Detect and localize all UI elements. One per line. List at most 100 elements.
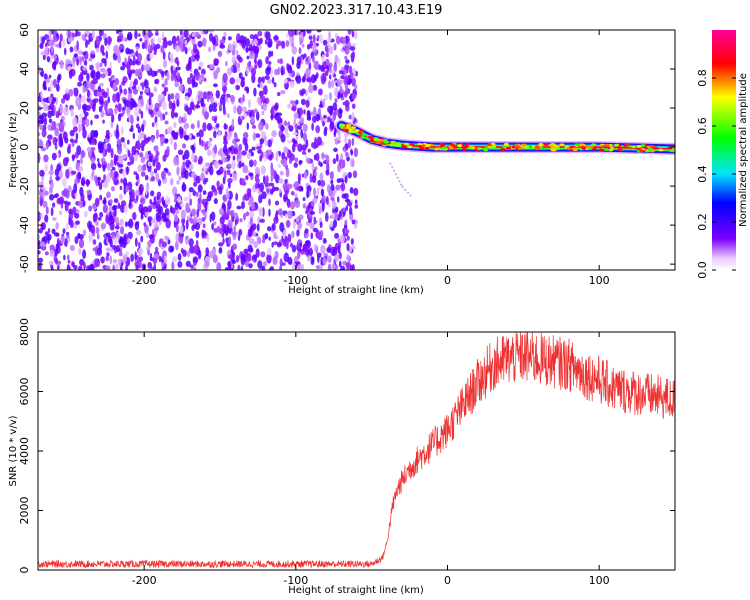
spectrogram-noise-mark (217, 50, 223, 58)
spectrogram-noise-mark (62, 131, 68, 141)
spectrogram-noise-mark (298, 47, 302, 55)
spectrogram-noise-mark (238, 228, 243, 236)
spectrogram-noise-mark (289, 80, 295, 88)
spectrogram-noise-mark (300, 30, 306, 33)
spectrogram-signal-blob (603, 148, 609, 151)
spectrogram-noise-mark (86, 178, 90, 187)
spectrogram-noise-mark (270, 167, 275, 177)
spectrogram-signal-blob (483, 147, 489, 151)
spectrogram-noise-mark (324, 212, 329, 222)
spectrogram-noise-mark (341, 36, 347, 46)
spectrogram-noise-mark (128, 198, 132, 209)
snr-ytick-label: 4000 (18, 437, 31, 465)
spectrogram-noise-mark (287, 233, 292, 243)
spectrogram-noise-mark (95, 226, 100, 235)
spectrogram-noise-mark (249, 216, 254, 226)
spectrogram-noise-mark (319, 100, 323, 108)
spectrogram-noise-mark (127, 31, 133, 41)
spectrogram-noise-mark (211, 186, 216, 193)
spectrogram-noise-mark (279, 258, 283, 267)
spectrogram-noise-mark (120, 137, 125, 143)
spectrogram-noise-mark (301, 150, 307, 155)
spectrogram-noise-mark (204, 202, 208, 212)
spectrogram-signal-blob (442, 146, 448, 150)
spectrogram-noise-mark (102, 148, 106, 158)
spectrogram-signal-blob (591, 147, 597, 151)
spectrogram-noise-mark (100, 157, 106, 164)
spectrogram-noise-mark (163, 262, 167, 270)
spectrogram-noise-mark (334, 232, 340, 239)
spectrogram-noise-mark (43, 154, 49, 163)
spectrogram-noise-mark (227, 163, 232, 168)
spectrogram-noise-mark (122, 170, 128, 177)
spectrogram-noise-mark (238, 160, 242, 169)
spectrogram-noise-mark (254, 133, 261, 138)
snr-xtick-label: -100 (283, 574, 308, 587)
spectrogram-noise-mark (120, 226, 125, 235)
spectrogram-noise-mark (337, 245, 341, 254)
spectrogram-noise-mark (208, 46, 212, 53)
spectrogram-noise-mark (313, 187, 316, 197)
spectrogram-noise-mark (134, 107, 140, 117)
spectrogram-noise-mark (110, 248, 114, 253)
spectrogram-noise-mark (191, 171, 196, 178)
spectrogram-noise-mark (106, 252, 110, 257)
spectrogram-noise-mark (291, 244, 297, 253)
spectrogram-noise-mark (328, 91, 333, 101)
snr-xlabel: Height of straight line (km) (288, 585, 424, 596)
spectrogram-noise-mark (265, 122, 269, 130)
spectrogram-noise-mark (171, 256, 178, 263)
spectrogram-noise-mark (210, 211, 216, 221)
spectrogram-noise-mark (321, 54, 325, 63)
spectrogram-noise-mark (76, 58, 79, 66)
spectrogram-noise-mark (48, 74, 52, 79)
spectrogram-noise-mark (297, 250, 301, 260)
spectrogram-noise-mark (251, 117, 255, 124)
spectrogram-noise-mark (340, 79, 345, 84)
spectrogram-noise-mark (144, 174, 149, 181)
spectrogram-noise-mark (310, 232, 314, 240)
spectrogram-noise-mark (256, 223, 260, 232)
snr-ytick-label: 6000 (18, 378, 31, 406)
spectrogram-noise-mark (354, 84, 358, 90)
spectrogram-noise-mark (137, 85, 141, 92)
spectrogram-noise-mark (333, 130, 337, 138)
spectrogram-noise-mark (159, 238, 164, 244)
spectrogram-signal-blob (438, 147, 444, 151)
spectrogram-noise-mark (50, 181, 54, 190)
spectrogram-noise-mark (257, 216, 261, 224)
spectrogram-noise-mark (202, 37, 207, 47)
spectrogram-noise-mark (68, 69, 73, 80)
spectrogram-noise-mark (206, 195, 212, 202)
spectrogram-noise-mark (162, 39, 168, 49)
spectrogram-noise-mark (137, 126, 142, 134)
spectrogram-noise-mark (324, 70, 329, 77)
spectrogram-signal-blob (417, 144, 423, 148)
spectrogram-noise-mark (120, 200, 127, 207)
spectrogram-noise-mark (131, 145, 137, 156)
spectrogram-noise-mark (222, 140, 229, 145)
spectrogram-noise-mark (157, 68, 163, 73)
spectrogram-noise-mark (53, 53, 58, 60)
spectrogram-noise-mark (256, 97, 262, 104)
spectrogram-noise-mark (248, 172, 254, 177)
spectrogram-noise-mark (148, 267, 151, 270)
spectrogram-noise-mark (190, 144, 195, 151)
spectrogram-noise-mark (232, 231, 237, 241)
spectrogram-noise-mark (176, 180, 180, 185)
spectrogram-noise-mark (182, 154, 186, 161)
spectrogram-noise-mark (245, 65, 249, 76)
spectrogram-signal-blob (636, 145, 642, 148)
spectrogram-noise-mark (254, 45, 260, 55)
spectrogram-signal-blob (424, 147, 430, 150)
spectrogram-noise-mark (105, 191, 111, 199)
spectrogram-noise-mark (94, 197, 100, 207)
spectrogram-noise-mark (287, 256, 293, 265)
spectrogram-noise-mark (192, 256, 199, 264)
spectrogram-xlabel: Height of straight line (km) (288, 285, 424, 296)
spectrogram-noise-mark (112, 244, 117, 250)
spectrogram-noise-mark (309, 247, 313, 257)
spectrogram-noise-mark (342, 101, 347, 106)
spectrogram-noise-mark (48, 96, 53, 103)
spectrogram-noise-mark (128, 128, 134, 132)
